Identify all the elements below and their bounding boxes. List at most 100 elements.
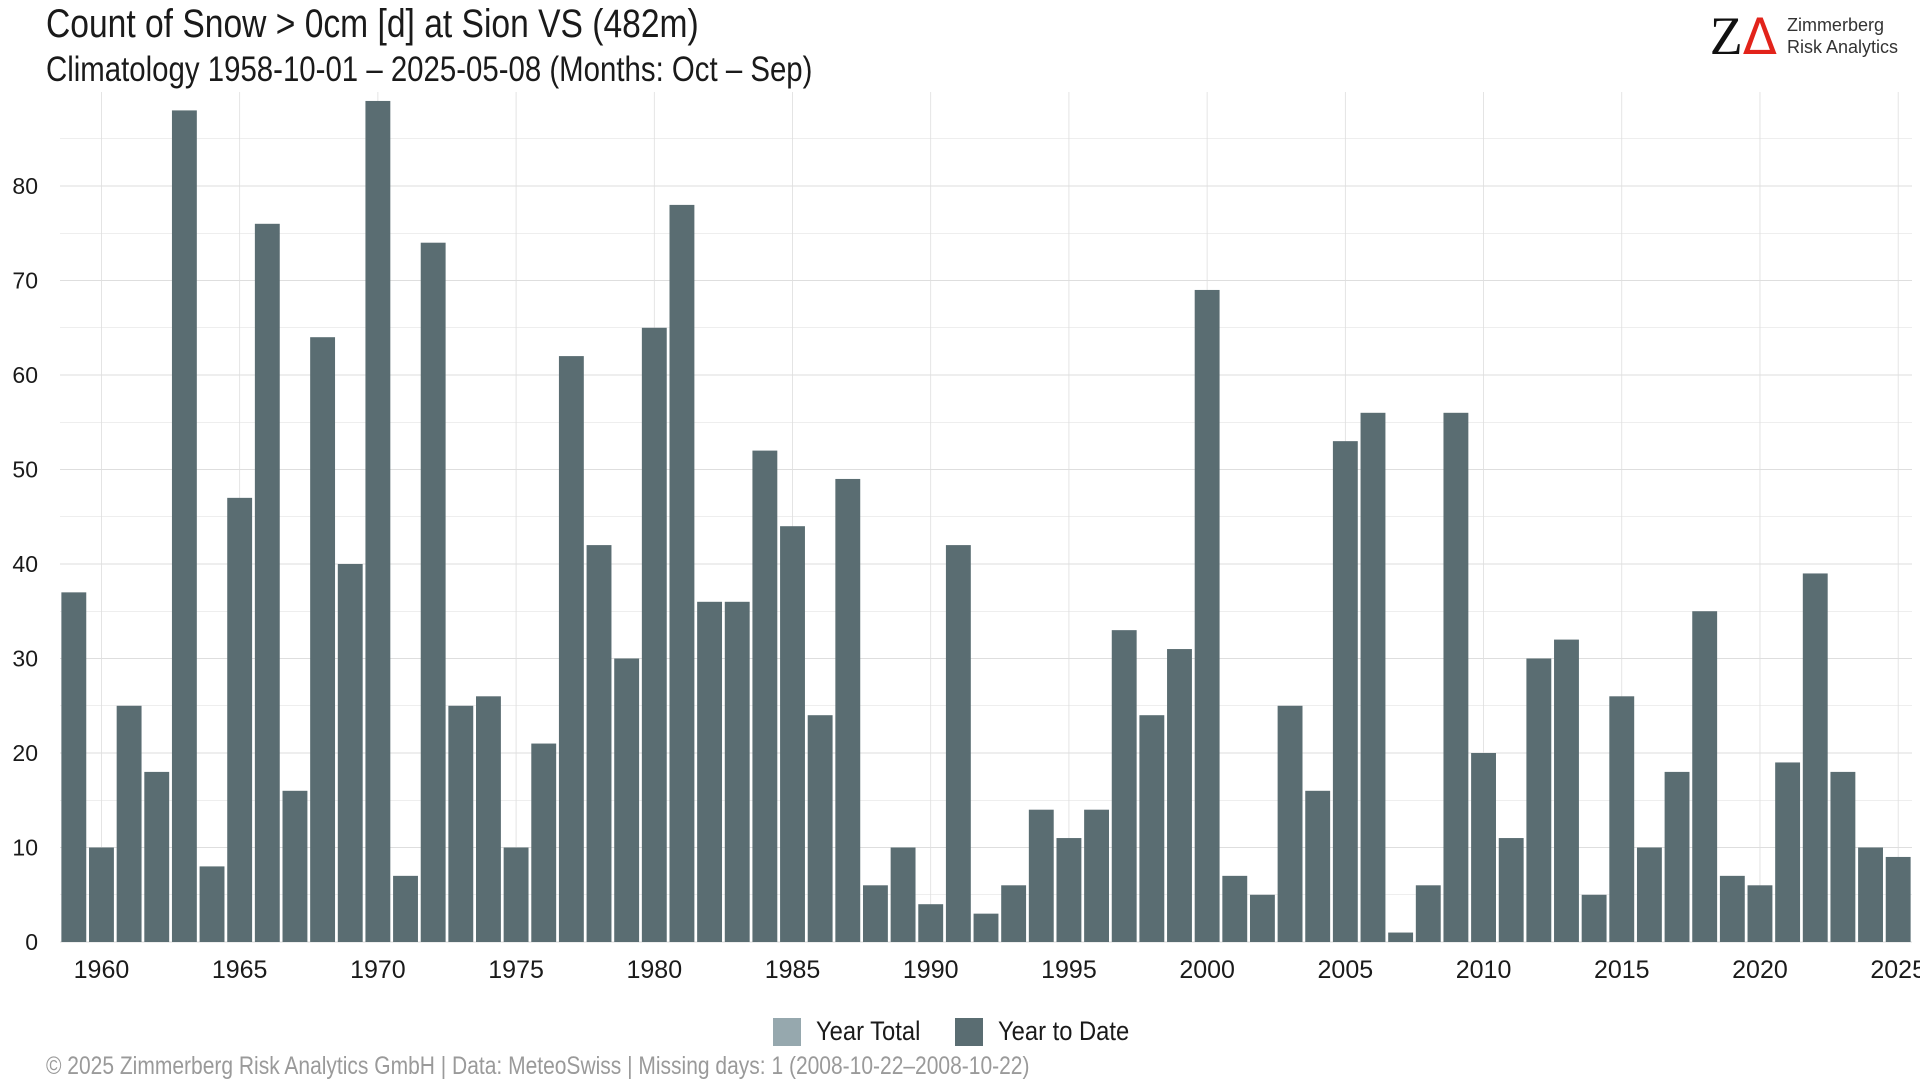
x-tick-label: 1965 [212,956,268,984]
bar-1986 [807,715,833,942]
logo-mark: ZΔ [1709,6,1777,66]
bar-1960 [89,847,114,942]
bar-2005 [1332,441,1358,942]
x-tick-label: 1970 [350,956,406,984]
bar-1977 [558,356,584,943]
bar-1999 [1167,649,1192,942]
bar-2011 [1498,838,1524,942]
bar-1996 [1084,809,1110,942]
y-tick-label: 70 [12,268,38,294]
legend: Year Total Year to Date [0,1016,1920,1047]
bar-1968 [310,337,336,942]
bar-1992 [973,913,999,942]
source-caption: © 2025 Zimmerberg Risk Analytics GmbH | … [46,1052,1030,1080]
bar-2006 [1360,412,1386,942]
bar-2004 [1305,790,1331,942]
bar-1981 [669,204,695,942]
bar-1970 [365,100,391,942]
bar-1975 [503,847,529,942]
company-logo: ZΔ Zimmerberg Risk Analytics [1709,6,1898,66]
bar-1979 [614,658,640,942]
bar-1987 [835,478,861,942]
bar-2010 [1471,753,1496,942]
bar-2016 [1636,847,1662,942]
x-tick-label: 1990 [903,956,959,984]
legend-item-year-to-date: Year to Date [954,1016,1147,1047]
bar-2012 [1526,658,1552,942]
bar-2014 [1581,894,1607,942]
bar-1991 [945,545,971,942]
logo-line-2: Risk Analytics [1786,37,1898,57]
x-tick-label: 2000 [1179,956,1235,984]
chart-subtitle: Climatology 1958-10-01 – 2025-05-08 (Mon… [46,50,813,89]
chart-title: Count of Snow > 0cm [d] at Sion VS (482m… [46,2,699,46]
bar-1985 [780,526,805,942]
bar-1963 [171,110,197,942]
bar-1988 [862,885,888,942]
bar-2002 [1249,894,1275,942]
bar-1962 [144,771,170,942]
bars [61,100,1911,943]
x-tick-label: 1985 [765,956,821,984]
bar-2020 [1747,885,1773,942]
bar-1989 [890,847,916,942]
bar-1984 [752,450,778,942]
x-axis-ticks: 1960 1965 1970 1975 1980 1985 1990 1995 2000 2005… [74,956,1920,984]
bar-2018 [1692,611,1718,942]
bar-1983 [724,601,750,942]
bar-1994 [1028,809,1054,942]
y-tick-label: 30 [12,646,38,672]
bar-1964 [199,866,225,942]
logo-text: Zimmerberg Risk Analytics [1787,14,1898,58]
x-tick-label: 2020 [1732,956,1788,984]
legend-swatch-year-total [773,1017,802,1046]
x-tick-label: 1980 [626,956,682,984]
y-tick-label: 40 [12,551,38,577]
y-tick-label: 60 [12,362,38,388]
bar-2017 [1664,771,1690,942]
bar-1959 [61,592,87,942]
bar-2009 [1443,412,1469,942]
bar-1997 [1111,630,1137,942]
bar-1971 [393,875,418,942]
bar-2024 [1858,847,1883,942]
bar-1982 [697,601,723,942]
x-tick-label: 2025 [1870,956,1920,984]
x-tick-label: 2005 [1318,956,1374,984]
bar-1978 [586,545,612,942]
bar-1976 [531,743,557,942]
x-tick-label: 1960 [74,956,130,984]
bar-1972 [420,242,446,942]
y-tick-label: 50 [12,457,38,483]
y-tick-label: 20 [12,740,38,766]
bar-1973 [448,705,474,942]
bar-1990 [918,904,944,942]
legend-swatch-year-to-date [954,1017,983,1046]
bar-2023 [1830,771,1856,942]
bar-2001 [1222,875,1248,942]
y-axis-ticks: 0 10 20 30 40 50 60 70 80 [12,173,38,955]
logo-line-1: Zimmerberg [1786,15,1884,35]
bar-2000 [1194,289,1220,942]
bar-1974 [476,696,501,942]
x-tick-label: 1975 [488,956,544,984]
bar-2021 [1775,762,1801,942]
bar-2025 [1885,856,1911,942]
bar-2007 [1388,932,1414,942]
bar-1993 [1001,885,1027,942]
bar-1980 [641,327,667,942]
bar-2003 [1277,705,1303,942]
bar-1995 [1056,838,1082,942]
bar-1998 [1139,715,1165,942]
legend-item-year-total: Year Total [773,1016,935,1047]
y-tick-label: 0 [25,929,38,955]
x-tick-label: 2010 [1456,956,1512,984]
bar-1966 [254,223,280,943]
bar-1969 [337,564,363,942]
bar-1961 [116,705,142,942]
legend-label-year-total: Year Total [816,1016,921,1046]
bar-2013 [1554,639,1579,942]
bar-2015 [1609,696,1635,942]
legend-label-year-to-date: Year to Date [997,1016,1129,1046]
